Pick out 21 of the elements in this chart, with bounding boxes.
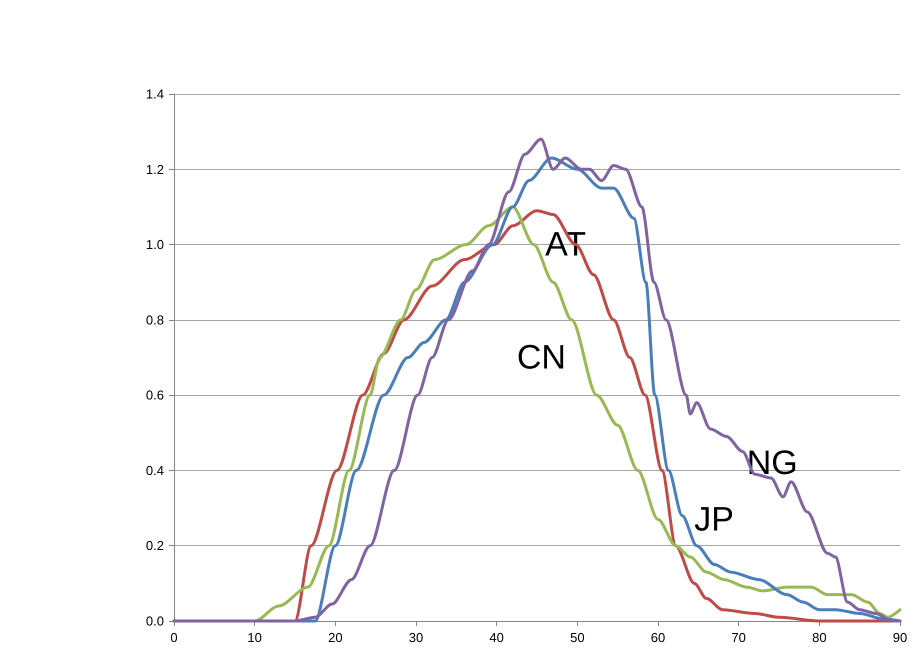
y-tick-label: 0.2	[146, 538, 164, 554]
y-tick-label: 1.0	[146, 237, 164, 252]
x-tick-label: 50	[570, 630, 585, 645]
series-label: NG	[746, 444, 798, 482]
x-tick-label: 70	[731, 630, 746, 645]
x-tick-label: 90	[892, 630, 908, 645]
x-tick-label: 40	[489, 630, 504, 645]
y-tick-label: 1.2	[146, 162, 164, 177]
y-tick-label: 0.4	[146, 462, 164, 478]
y-tick-label: 0.6	[146, 388, 164, 403]
x-tick-label: 80	[812, 630, 827, 645]
x-tick-label: 20	[328, 630, 343, 645]
y-tick-label: 1.4	[146, 86, 164, 102]
y-tick-label: 0.8	[146, 312, 164, 328]
series-label: CN	[516, 338, 566, 376]
y-tick-label: 0.0	[146, 614, 164, 628]
series-label: JP	[694, 500, 734, 538]
x-tick-label: 0	[170, 630, 178, 645]
x-tick-label: 60	[650, 630, 666, 645]
x-tick-label: 30	[408, 630, 424, 645]
x-tick-label: 10	[247, 630, 262, 645]
